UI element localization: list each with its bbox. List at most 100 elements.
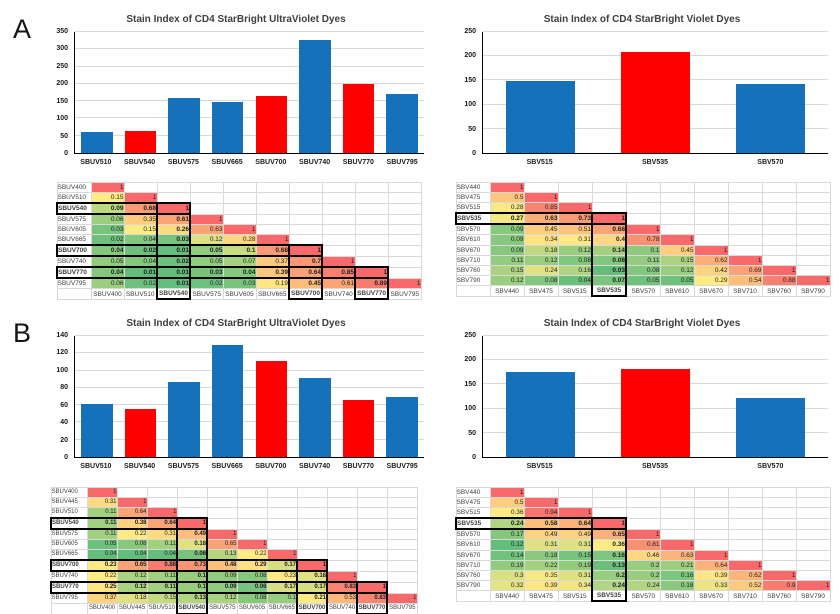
matrix-empty-cell	[266, 487, 298, 498]
matrix-row-label: SBV790	[455, 275, 491, 287]
matrix-cell: 1	[356, 581, 388, 594]
matrix-row-label: SBV670	[455, 549, 491, 561]
matrix-empty-cell	[296, 487, 328, 498]
matrix-cell: 0.68	[255, 244, 290, 258]
matrix-cell: 0.24	[625, 580, 661, 592]
gridline	[483, 335, 828, 336]
matrix-empty-cell	[591, 497, 627, 509]
bar-slot	[250, 336, 294, 457]
bar-slot	[337, 336, 381, 457]
matrix-empty-cell	[693, 497, 729, 509]
gridline	[75, 117, 424, 119]
matrix-cell: 0.04	[123, 234, 158, 246]
matrix-cell: 0.31	[86, 497, 118, 508]
matrix-empty-cell	[266, 528, 298, 540]
bar-slot	[206, 336, 250, 457]
matrix-empty-cell	[386, 581, 418, 594]
matrix-cell: 0.12	[557, 244, 593, 256]
matrix-empty-cell	[557, 497, 593, 509]
matrix-cell: 0.04	[90, 266, 125, 280]
matrix-row-label: SBV535	[455, 212, 491, 226]
matrix-empty-cell	[266, 497, 298, 508]
matrix-empty-cell	[659, 507, 695, 519]
matrix-empty-cell	[266, 507, 298, 519]
matrix-empty-cell	[236, 517, 268, 530]
panel-b-ultraviolet-bar-chart: Stain Index of CD4 StarBright UltraViole…	[44, 314, 428, 474]
bar-SBUV665	[211, 101, 244, 153]
bar-slot	[206, 32, 250, 153]
matrix-row-label: SBV475	[455, 192, 491, 204]
matrix-cell: 0.04	[123, 255, 158, 268]
matrix-cell: 0.09	[489, 244, 525, 256]
matrix-empty-cell	[296, 517, 328, 530]
matrix-cell: 0.2	[625, 559, 661, 571]
matrix-cell: 0.31	[146, 528, 178, 540]
matrix-empty-cell	[321, 234, 356, 246]
matrix-empty-cell	[236, 487, 268, 498]
matrix-column-label: SBUV795	[386, 603, 418, 614]
gridline	[75, 65, 424, 67]
matrix-empty-cell	[222, 202, 257, 215]
bar-slot	[380, 336, 424, 457]
matrix-cell: 0.12	[489, 539, 525, 551]
matrix-empty-cell	[296, 539, 328, 550]
matrix-empty-cell	[356, 497, 388, 508]
matrix-corner-cell	[56, 288, 92, 300]
bar-slot	[483, 32, 598, 153]
panel-b-violet-similarity-matrix: SBV440 1 SBV475 0.5 1 SBV515 0.36 0.94 1 SBV535 0.…	[455, 486, 831, 603]
matrix-empty-cell	[321, 192, 356, 204]
bar-SBUV575	[168, 381, 200, 457]
matrix-empty-cell	[693, 223, 729, 236]
matrix-empty-cell	[296, 507, 328, 519]
bar-slot	[293, 32, 337, 153]
matrix-empty-cell	[356, 549, 388, 561]
matrix-cell: 0.35	[523, 569, 559, 582]
matrix-cell: 0.39	[255, 266, 290, 280]
matrix-cell: 0.68	[123, 202, 158, 216]
matrix-empty-cell	[288, 192, 323, 204]
matrix-empty-cell	[354, 234, 389, 246]
gridline	[75, 335, 424, 336]
y-axis-tick-label: 80	[60, 384, 68, 392]
matrix-cell: 0.23	[86, 559, 118, 572]
x-axis-labels: SBV515 SBV535 SBV570	[482, 156, 828, 169]
gridline	[75, 31, 424, 32]
matrix-cell: 1	[591, 517, 627, 531]
matrix-cell: 0.16	[591, 549, 627, 561]
matrix-empty-cell	[523, 181, 559, 194]
matrix-cell: 0.05	[86, 539, 118, 550]
matrix-cell: 0.02	[90, 234, 125, 246]
matrix-cell: 0.51	[557, 223, 593, 236]
bar-slot	[380, 32, 424, 153]
matrix-cell: 0.18	[296, 570, 328, 583]
matrix-empty-cell	[356, 528, 388, 540]
matrix-cell: 0.22	[236, 549, 268, 561]
matrix-empty-cell	[288, 202, 323, 215]
matrix-cell: 0.18	[523, 244, 559, 256]
matrix-cell: 0.02	[156, 255, 191, 268]
matrix-empty-cell	[727, 539, 763, 551]
matrix-empty-cell	[761, 559, 797, 571]
matrix-cell: 0.04	[146, 549, 178, 561]
matrix-cell: 0.81	[625, 539, 661, 551]
matrix-row-label: SBV790	[455, 580, 491, 592]
matrix-empty-cell	[255, 192, 290, 204]
gridline	[75, 352, 424, 354]
matrix-cell: 0.22	[116, 528, 148, 540]
y-axis-tick-label: 140	[56, 332, 68, 339]
bars-group	[483, 32, 828, 153]
matrix-cell: 0.08	[625, 264, 661, 277]
matrix-empty-cell	[326, 528, 358, 540]
matrix-cell: 1	[354, 266, 389, 280]
matrix-cell: 0.5	[489, 497, 525, 509]
matrix-empty-cell	[693, 486, 729, 499]
bar-SBUV540	[124, 130, 157, 153]
matrix-cell: 1	[386, 592, 418, 604]
matrix-cell: 0.11	[146, 570, 178, 583]
matrix-cell: 0.25	[86, 581, 118, 594]
matrix-cell: 0.36	[591, 539, 627, 551]
matrix-column-label: SBUV665	[255, 288, 290, 300]
matrix-cell: 0.09	[489, 223, 525, 236]
panel-a-violet-similarity-matrix: SBV440 1 SBV475 0.5 1 SBV515 0.28 0.85 1 SBV535 0.…	[455, 181, 831, 298]
matrix-column-label: SBV515	[557, 590, 593, 602]
